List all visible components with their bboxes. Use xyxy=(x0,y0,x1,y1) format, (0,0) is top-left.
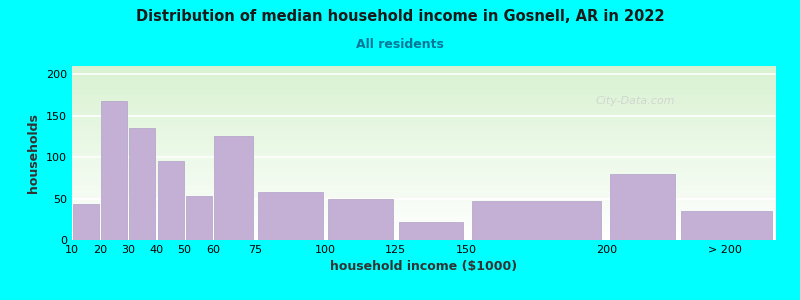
Bar xyxy=(682,211,772,240)
Bar xyxy=(130,128,155,240)
Text: Distribution of median household income in Gosnell, AR in 2022: Distribution of median household income … xyxy=(136,9,664,24)
Bar xyxy=(398,222,463,240)
Bar xyxy=(158,161,183,240)
Text: All residents: All residents xyxy=(356,38,444,50)
Text: City-Data.com: City-Data.com xyxy=(595,96,675,106)
Bar xyxy=(328,199,393,240)
Y-axis label: households: households xyxy=(27,113,41,193)
Bar xyxy=(472,201,602,240)
Bar xyxy=(258,192,322,240)
X-axis label: household income ($1000): household income ($1000) xyxy=(330,260,518,273)
Bar xyxy=(73,203,99,240)
Bar xyxy=(214,136,254,240)
Bar xyxy=(186,196,212,240)
Bar xyxy=(610,174,674,240)
Bar xyxy=(102,101,127,240)
